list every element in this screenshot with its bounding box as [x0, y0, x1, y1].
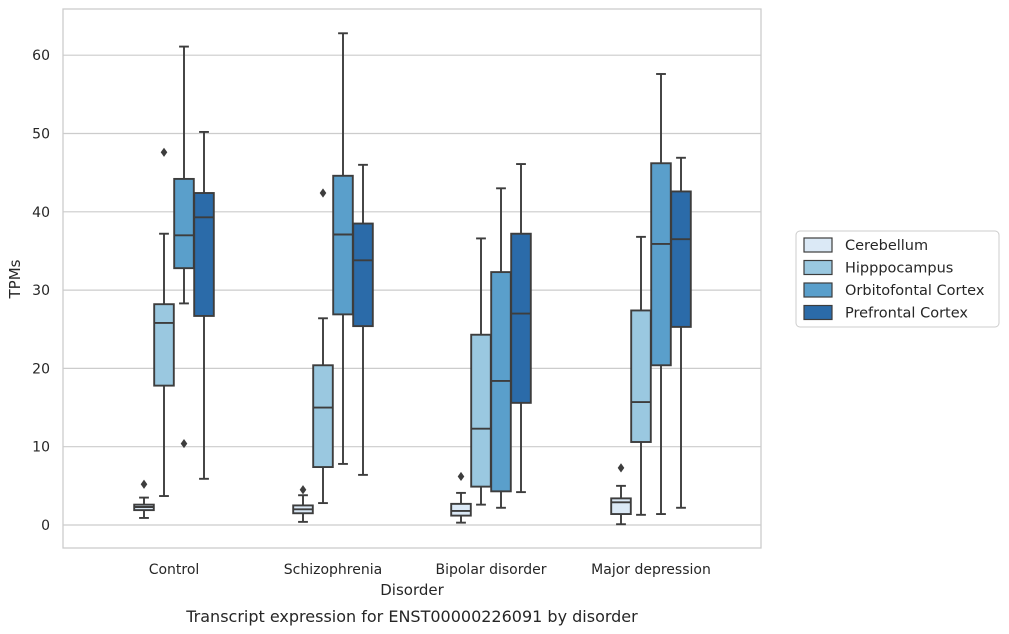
box-hipppocampus-bipolar-disorder	[470, 237, 492, 506]
box-iqr	[193, 192, 215, 317]
box-iqr	[610, 497, 632, 515]
box-iqr	[153, 303, 175, 387]
y-tick-label: 50	[32, 127, 50, 143]
box-cerebellum-schizophrenia	[292, 485, 314, 523]
box-iqr	[173, 177, 195, 270]
y-tick-label: 30	[32, 283, 50, 299]
legend-label: Prefrontal Cortex	[845, 306, 968, 322]
x-axis-label: Disorder	[380, 581, 444, 599]
legend-swatch	[803, 237, 833, 253]
outlier-point	[617, 463, 625, 473]
box-hipppocampus-schizophrenia	[312, 188, 334, 505]
box-iqr	[670, 190, 692, 328]
outlier-point	[319, 188, 327, 198]
box-iqr	[630, 309, 652, 443]
outlier-point	[160, 147, 168, 157]
box-hipppocampus-major-depression	[630, 235, 652, 516]
box-orbitofontal-cortex-bipolar-disorder	[490, 187, 512, 509]
box-series	[133, 32, 692, 526]
box-cerebellum-bipolar-disorder	[450, 471, 472, 524]
box-prefrontal-cortex-control	[193, 130, 215, 480]
outlier-point	[457, 471, 465, 482]
y-tick-label: 10	[32, 440, 50, 456]
y-tick-label: 40	[32, 205, 50, 221]
legend-label: Hipppocampus	[845, 261, 953, 277]
box-prefrontal-cortex-major-depression	[670, 156, 692, 509]
box-hipppocampus-control	[153, 147, 175, 497]
box-iqr	[352, 222, 374, 328]
y-tick-label: 0	[41, 518, 50, 534]
box-cerebellum-control	[133, 479, 155, 519]
y-axis-label: TPMs	[6, 259, 24, 299]
figure-caption: Transcript expression for ENST0000022609…	[185, 607, 638, 626]
legend-swatch	[803, 259, 833, 276]
box-orbitofontal-cortex-major-depression	[650, 73, 672, 515]
box-orbitofontal-cortex-schizophrenia	[332, 32, 354, 465]
legend-frame	[795, 230, 1000, 328]
box-cerebellum-major-depression	[610, 463, 632, 526]
box-orbitofontal-cortex-control	[173, 45, 195, 449]
box-iqr	[332, 174, 354, 316]
y-tick-label: 20	[32, 361, 50, 377]
plot-frame	[62, 8, 762, 549]
legend-swatch	[803, 282, 833, 298]
box-iqr	[510, 232, 532, 404]
box-iqr	[470, 333, 492, 488]
y-tick-labels: 0 10 20 30 40 50 60	[32, 48, 50, 534]
box-prefrontal-cortex-schizophrenia	[352, 163, 374, 476]
x-tick-label: Major depression	[591, 562, 711, 578]
x-tick-label: Bipolar disorder	[435, 562, 546, 578]
x-tick-label: Control	[149, 562, 200, 578]
y-tick-label: 60	[32, 48, 50, 64]
x-tick-labels: Control Schizophrenia Bipolar disorder Majo…	[149, 562, 711, 578]
legend-label: Orbitofontal Cortex	[845, 283, 985, 299]
box-iqr	[450, 502, 472, 517]
outlier-point	[140, 479, 148, 489]
legend-label: Cerebellum	[845, 238, 928, 254]
outlier-point	[299, 485, 307, 495]
legend: Cerebellum Hipppocampus Orbitofontal Corte…	[795, 230, 1000, 328]
box-iqr	[650, 162, 672, 367]
outlier-point	[180, 438, 188, 449]
legend-swatch	[803, 304, 833, 321]
box-prefrontal-cortex-bipolar-disorder	[510, 163, 532, 494]
box-iqr	[312, 364, 334, 469]
x-tick-label: Schizophrenia	[284, 562, 382, 578]
